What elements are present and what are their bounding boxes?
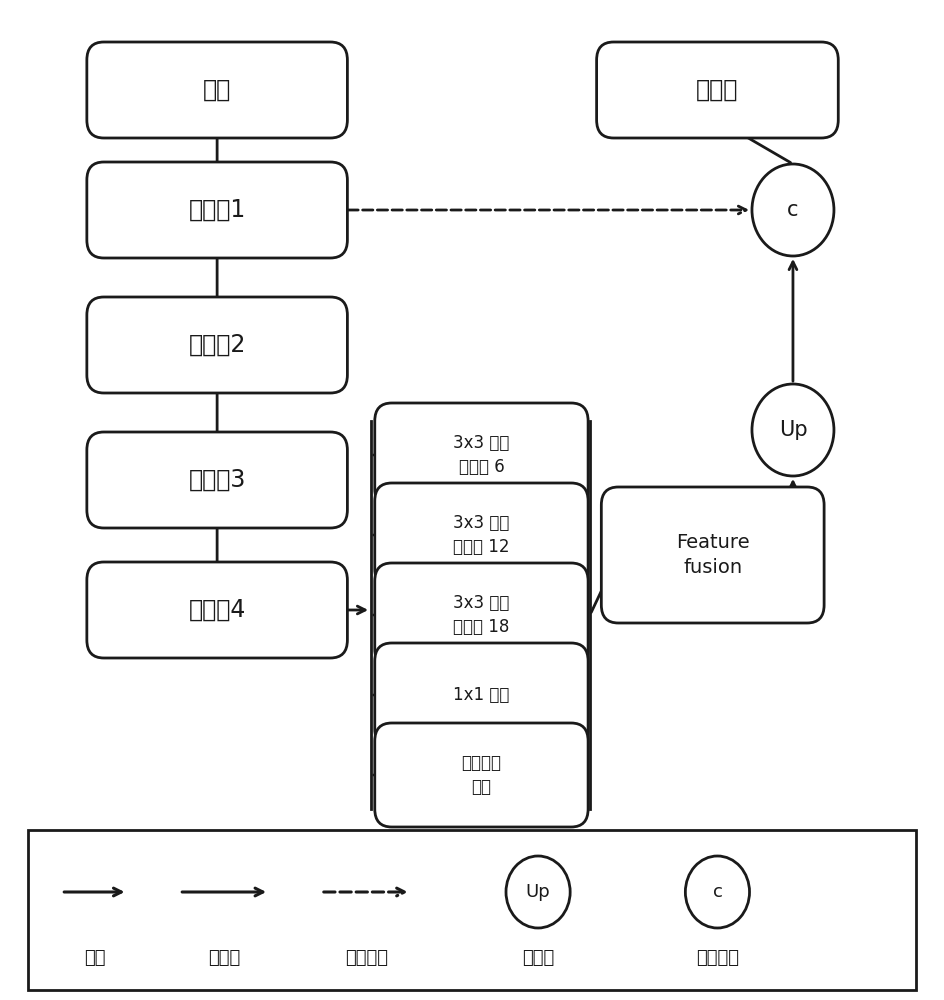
Text: 上采样: 上采样 xyxy=(522,949,554,967)
Text: 反卷积: 反卷积 xyxy=(209,949,241,967)
FancyBboxPatch shape xyxy=(87,297,347,393)
Text: 3x3 卷积
膨胀率 6: 3x3 卷积 膨胀率 6 xyxy=(453,434,510,476)
Ellipse shape xyxy=(506,856,570,928)
Text: 卷积: 卷积 xyxy=(84,949,105,967)
Text: 输入: 输入 xyxy=(203,78,231,102)
Text: 跳跃链接: 跳跃链接 xyxy=(345,949,388,967)
Text: Up: Up xyxy=(526,883,550,901)
Ellipse shape xyxy=(752,384,834,476)
Ellipse shape xyxy=(752,164,834,256)
Text: 3x3 卷积
膨胀率 12: 3x3 卷积 膨胀率 12 xyxy=(453,514,510,556)
Text: 特征融合: 特征融合 xyxy=(696,949,739,967)
FancyBboxPatch shape xyxy=(87,162,347,258)
Text: 编码块1: 编码块1 xyxy=(189,198,245,222)
Text: 编码块3: 编码块3 xyxy=(189,468,245,492)
FancyBboxPatch shape xyxy=(375,723,588,827)
FancyBboxPatch shape xyxy=(375,403,588,507)
Ellipse shape xyxy=(685,856,750,928)
Text: c: c xyxy=(713,883,722,901)
Text: 3x3 卷积
膨胀率 18: 3x3 卷积 膨胀率 18 xyxy=(453,594,510,636)
FancyBboxPatch shape xyxy=(87,562,347,658)
FancyBboxPatch shape xyxy=(601,487,824,623)
Text: Feature
fusion: Feature fusion xyxy=(676,533,750,577)
Text: 图像级别
池化: 图像级别 池化 xyxy=(462,754,501,796)
FancyBboxPatch shape xyxy=(375,643,588,747)
FancyBboxPatch shape xyxy=(28,830,916,990)
FancyBboxPatch shape xyxy=(87,432,347,528)
Text: 编码块4: 编码块4 xyxy=(189,598,245,622)
Text: 编码块2: 编码块2 xyxy=(189,333,245,357)
FancyBboxPatch shape xyxy=(375,563,588,667)
FancyBboxPatch shape xyxy=(597,42,838,138)
FancyBboxPatch shape xyxy=(87,42,347,138)
Text: c: c xyxy=(787,200,799,220)
FancyBboxPatch shape xyxy=(375,483,588,587)
Text: 1x1 卷积: 1x1 卷积 xyxy=(453,686,510,704)
Text: 预测层: 预测层 xyxy=(697,78,738,102)
Text: Up: Up xyxy=(779,420,807,440)
